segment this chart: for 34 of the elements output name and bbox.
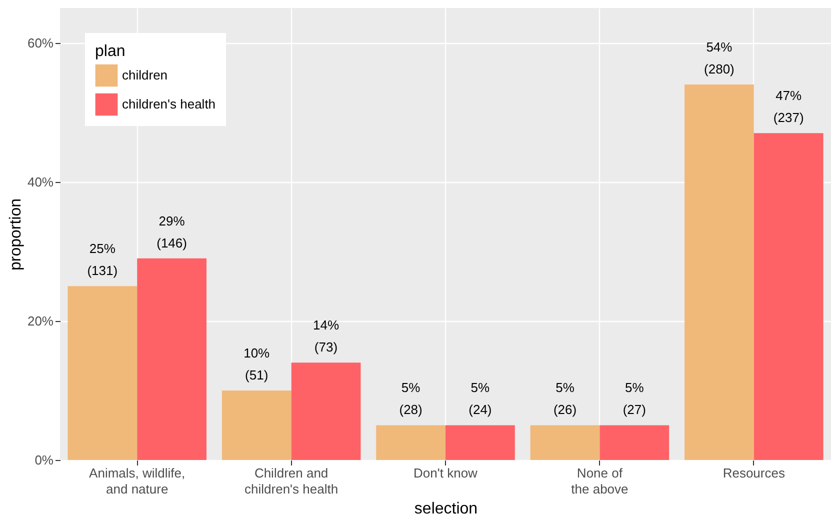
data-label: 10% (51) [244,345,270,382]
y-axis-title: proportion [7,198,24,271]
y-tick-label: 60% [27,35,54,50]
bar [68,286,138,460]
data-label: 54% (280) [704,39,734,76]
bar [600,425,670,460]
data-label: 14% (73) [312,318,340,355]
y-tick-label: 20% [27,313,54,328]
bar [137,258,206,460]
bar [291,362,361,460]
x-tick-label: Animals, wildlife, and nature [89,466,186,496]
data-label: 29% (146) [156,213,187,250]
x-tick-label: None of the above [571,466,628,496]
y-tick-label: 40% [27,174,54,190]
data-label: 5% (24) [468,380,492,418]
legend-label: children [122,68,168,82]
bar [754,133,824,460]
y-tick-label: 0% [34,452,54,468]
bar [446,425,515,460]
bar [376,425,446,460]
data-label: 5% (27) [622,380,646,418]
x-tick-label: Don't know [414,466,478,480]
data-label: 5% (28) [399,380,422,418]
bar [530,425,600,460]
x-tick-label: Children and children's health [244,466,338,496]
legend-title: plan [95,43,126,60]
x-axis-title: selection [414,500,478,518]
data-label: 25% (131) [87,241,118,278]
bar [684,84,754,460]
data-label: 47% (237) [773,88,804,126]
x-tick-label: Resources [722,466,786,480]
legend-label: children's health [122,96,216,112]
bar [222,390,292,460]
data-label: 5% (26) [553,380,577,418]
